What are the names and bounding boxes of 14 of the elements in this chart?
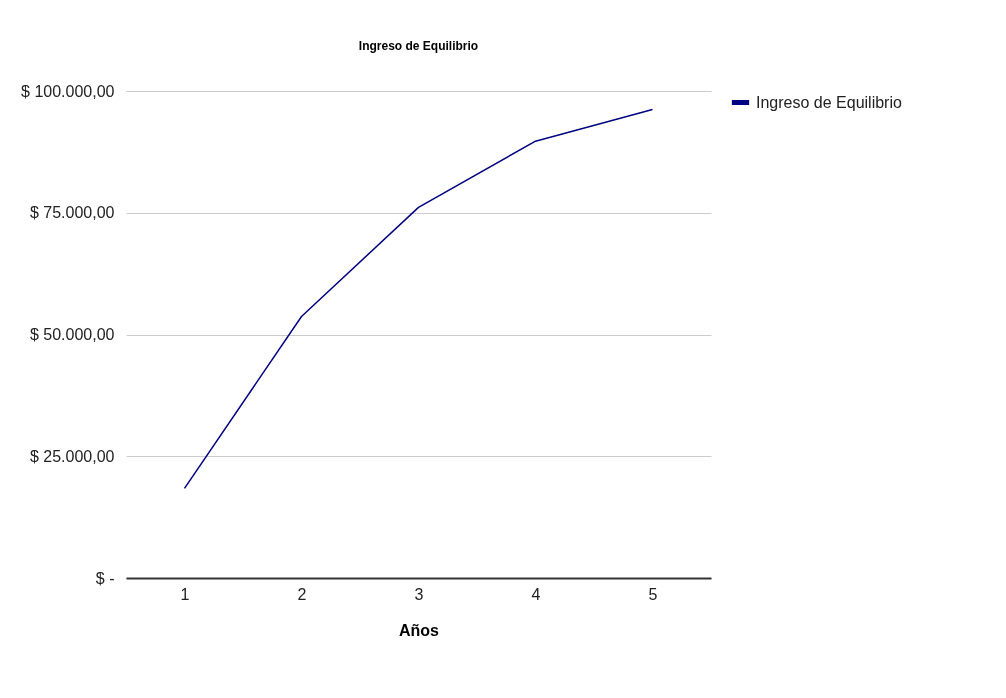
y-tick-label: $ 25.000,00: [29, 447, 115, 465]
x-tick-label: 4: [531, 585, 541, 603]
x-tick-label: 2: [297, 585, 307, 603]
y-tick-label: $ -: [95, 569, 115, 587]
y-tick-label: $ 75.000,00: [29, 204, 115, 222]
x-tick-label: 5: [648, 585, 658, 603]
y-tick-label: $ 50.000,00: [29, 326, 115, 343]
chart-title: Ingreso de Equilibrio: [358, 39, 479, 53]
legend-label: Ingreso de Equilibrio: [756, 93, 902, 111]
x-axis-title: Años: [399, 621, 440, 639]
line-series: [183, 108, 654, 490]
x-tick-label: 1: [180, 585, 190, 603]
y-tick-label: $ 100.000,00: [21, 82, 115, 100]
x-tick-label: 3: [414, 585, 424, 603]
